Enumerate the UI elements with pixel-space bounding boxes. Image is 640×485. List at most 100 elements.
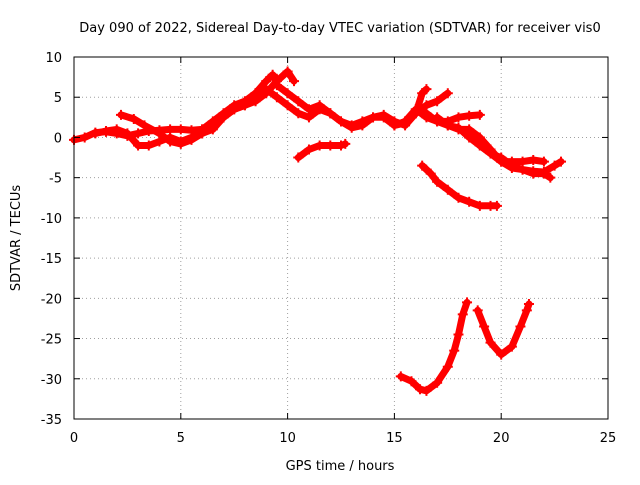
data-point xyxy=(538,168,549,179)
data-point xyxy=(314,140,325,151)
data-point xyxy=(111,124,122,135)
data-point xyxy=(336,116,346,127)
data-point xyxy=(517,164,528,175)
data-point xyxy=(453,122,464,133)
grid xyxy=(74,57,608,419)
data-point xyxy=(133,128,144,139)
data-series xyxy=(417,160,502,211)
data-point xyxy=(186,134,197,145)
data-point xyxy=(479,321,490,332)
data-point xyxy=(421,108,432,119)
data-series xyxy=(293,138,351,163)
data-point xyxy=(472,305,483,316)
y-tick-label: 5 xyxy=(54,91,62,106)
plot-frame xyxy=(73,56,609,420)
data-point xyxy=(406,376,417,387)
data-point xyxy=(417,160,428,171)
data-point xyxy=(128,113,139,124)
data-point xyxy=(449,345,460,356)
data-point xyxy=(197,124,208,135)
data-point xyxy=(521,305,532,316)
data-point xyxy=(289,76,300,87)
data-point xyxy=(175,138,186,149)
data-point xyxy=(474,140,485,151)
y-tick-label: -20 xyxy=(41,292,62,307)
data-point xyxy=(101,126,112,137)
data-point xyxy=(293,108,304,119)
data-point xyxy=(239,96,250,107)
data-point xyxy=(464,196,475,207)
data-point xyxy=(453,112,464,123)
data-point xyxy=(293,96,304,107)
data-point xyxy=(432,112,443,123)
data-point xyxy=(122,128,133,139)
data-point xyxy=(549,160,560,171)
series-group xyxy=(69,66,567,396)
data-point xyxy=(442,361,453,372)
ticks xyxy=(73,56,609,420)
tick-labels: 0 5 10 15 20 25 10 5 0 -5 -10 -15 -20 -25 -30 -35 xyxy=(41,51,617,446)
data-series xyxy=(464,128,556,183)
data-point xyxy=(453,192,464,203)
data-point xyxy=(474,109,485,120)
data-point xyxy=(515,321,526,332)
data-point xyxy=(293,152,304,163)
y-tick-label: -25 xyxy=(41,333,62,348)
data-point xyxy=(250,88,261,99)
data-point xyxy=(538,156,549,167)
data-series xyxy=(472,298,534,360)
y-tick-label: -10 xyxy=(41,212,62,227)
data-point xyxy=(453,329,464,340)
data-point xyxy=(346,120,357,131)
y-tick-label: -30 xyxy=(41,373,62,388)
data-point xyxy=(165,136,176,147)
data-point xyxy=(421,385,432,396)
data-point xyxy=(462,297,473,308)
data-point xyxy=(506,160,517,171)
data-point xyxy=(496,349,507,360)
data-point xyxy=(340,138,351,149)
data-point xyxy=(442,184,453,195)
data-point xyxy=(271,80,282,91)
data-point xyxy=(175,124,186,135)
data-point xyxy=(491,200,502,211)
data-point xyxy=(357,116,368,127)
data-series xyxy=(395,297,473,396)
x-tick-label: 25 xyxy=(600,431,617,446)
data-point xyxy=(271,92,282,103)
data-point xyxy=(115,109,126,120)
data-point xyxy=(143,140,154,151)
data-point xyxy=(400,116,411,127)
data-point xyxy=(464,110,475,121)
data-point xyxy=(90,128,101,139)
data-point xyxy=(415,384,426,395)
data-point xyxy=(325,140,336,151)
data-point xyxy=(368,112,379,123)
data-point xyxy=(432,96,443,107)
data-point xyxy=(528,154,539,165)
x-tick-label: 15 xyxy=(386,431,403,446)
series-line xyxy=(397,298,471,395)
data-point xyxy=(282,66,293,77)
data-point xyxy=(545,172,556,183)
x-tick-label: 5 xyxy=(177,431,185,446)
data-point xyxy=(79,132,90,143)
x-axis-label: GPS time / hours xyxy=(286,459,395,474)
y-tick-label: -35 xyxy=(41,413,62,428)
data-point xyxy=(282,100,293,111)
y-tick-label: 0 xyxy=(54,131,62,146)
x-tick-label: 10 xyxy=(279,431,296,446)
data-point xyxy=(325,108,336,119)
data-point xyxy=(378,112,389,123)
data-point xyxy=(303,144,314,155)
y-tick-label: 10 xyxy=(45,51,62,66)
data-point xyxy=(410,104,421,115)
data-point xyxy=(528,168,539,179)
data-point xyxy=(464,128,475,139)
data-point xyxy=(218,108,229,119)
chart-title: Day 090 of 2022, Sidereal Day-to-day VTE… xyxy=(79,21,600,36)
data-point xyxy=(207,116,218,127)
data-point xyxy=(425,168,436,179)
